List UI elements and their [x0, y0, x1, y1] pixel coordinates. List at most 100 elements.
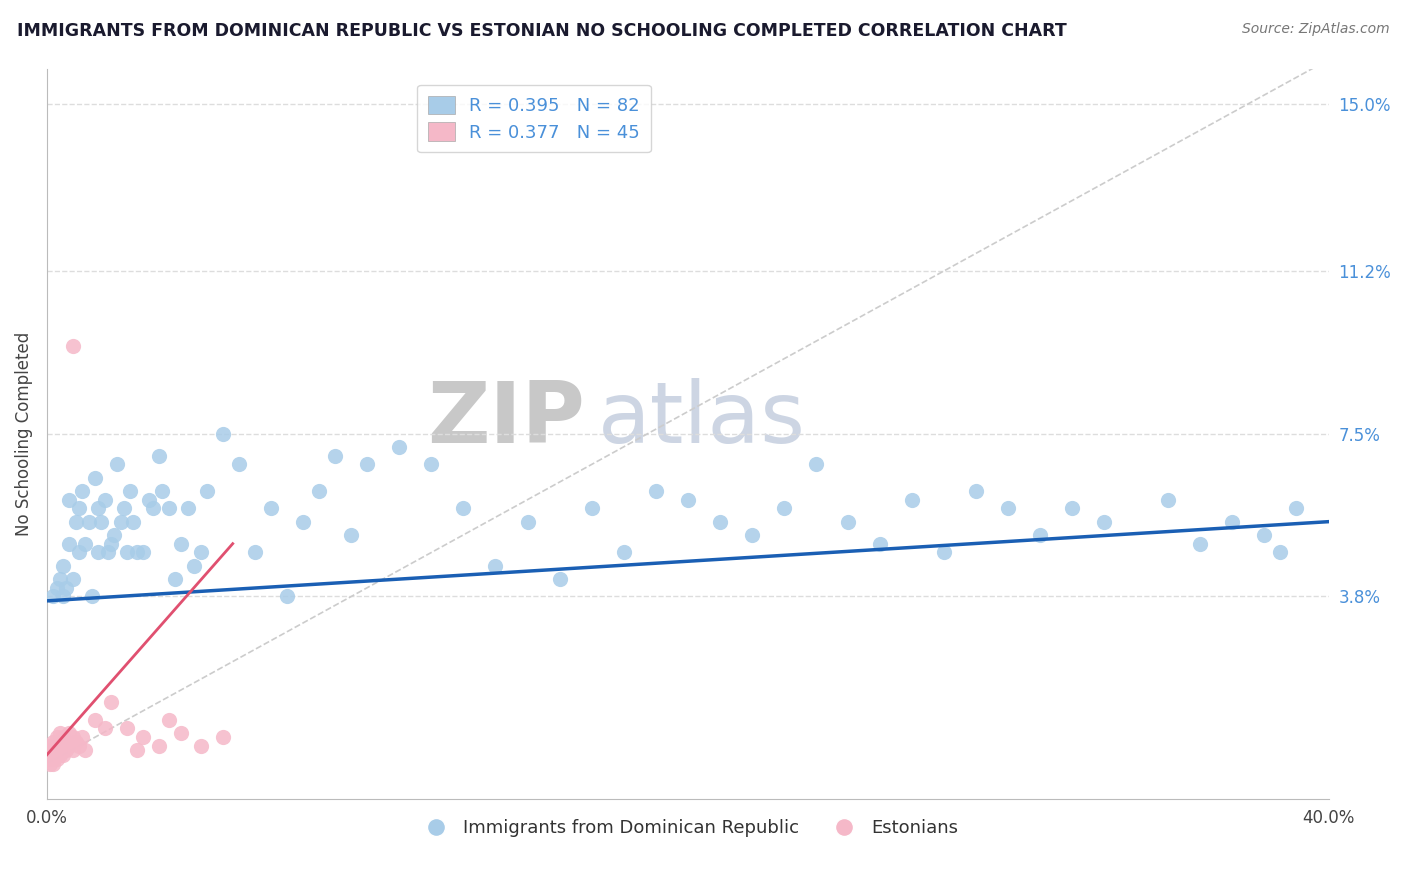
Point — [55, 743, 77, 757]
Point — [62, 743, 84, 757]
Point — [356, 458, 378, 472]
Point — [80, 590, 103, 604]
Point — [1222, 515, 1244, 529]
Point — [48, 747, 70, 762]
Point — [1189, 536, 1212, 550]
Point — [35, 752, 58, 766]
Point — [42, 756, 65, 771]
Point — [1157, 492, 1180, 507]
Point — [45, 739, 67, 753]
Point — [613, 545, 636, 559]
Point — [1270, 545, 1292, 559]
Point — [48, 572, 70, 586]
Point — [997, 501, 1019, 516]
Point — [42, 590, 65, 604]
Point — [58, 492, 80, 507]
Point — [93, 492, 115, 507]
Point — [804, 458, 827, 472]
Point — [55, 581, 77, 595]
Point — [45, 743, 67, 757]
Point — [39, 752, 62, 766]
Point — [125, 545, 148, 559]
Point — [55, 734, 77, 748]
Point — [100, 695, 122, 709]
Point — [190, 545, 212, 559]
Point — [58, 536, 80, 550]
Point — [39, 743, 62, 757]
Point — [75, 743, 97, 757]
Point — [177, 501, 200, 516]
Point — [308, 483, 330, 498]
Point — [212, 426, 235, 441]
Point — [67, 501, 90, 516]
Point — [62, 572, 84, 586]
Point — [42, 743, 65, 757]
Point — [115, 722, 138, 736]
Point — [340, 528, 363, 542]
Point — [90, 515, 112, 529]
Point — [157, 713, 180, 727]
Point — [48, 734, 70, 748]
Point — [138, 492, 160, 507]
Point — [70, 731, 93, 745]
Point — [932, 545, 955, 559]
Point — [548, 572, 571, 586]
Point — [62, 339, 84, 353]
Point — [709, 515, 731, 529]
Point — [292, 515, 315, 529]
Point — [165, 572, 187, 586]
Point — [42, 734, 65, 748]
Point — [65, 515, 87, 529]
Point — [77, 515, 100, 529]
Point — [45, 752, 67, 766]
Point — [276, 590, 298, 604]
Point — [105, 458, 128, 472]
Point — [93, 722, 115, 736]
Point — [67, 739, 90, 753]
Point — [260, 501, 283, 516]
Point — [148, 739, 170, 753]
Point — [100, 536, 122, 550]
Point — [453, 501, 475, 516]
Point — [1062, 501, 1084, 516]
Point — [581, 501, 603, 516]
Point — [84, 713, 107, 727]
Point — [39, 747, 62, 762]
Point — [87, 501, 110, 516]
Point — [195, 483, 218, 498]
Point — [1092, 515, 1115, 529]
Point — [39, 739, 62, 753]
Point — [228, 458, 250, 472]
Point — [741, 528, 763, 542]
Point — [112, 501, 135, 516]
Point — [70, 483, 93, 498]
Point — [837, 515, 859, 529]
Point — [67, 545, 90, 559]
Point — [39, 756, 62, 771]
Point — [676, 492, 699, 507]
Point — [1029, 528, 1052, 542]
Point — [212, 731, 235, 745]
Point — [772, 501, 794, 516]
Point — [58, 739, 80, 753]
Point — [142, 501, 165, 516]
Point — [87, 545, 110, 559]
Y-axis label: No Schooling Completed: No Schooling Completed — [15, 332, 32, 536]
Point — [110, 515, 132, 529]
Point — [65, 734, 87, 748]
Point — [84, 471, 107, 485]
Point — [157, 501, 180, 516]
Point — [48, 743, 70, 757]
Point — [122, 515, 145, 529]
Point — [869, 536, 891, 550]
Text: atlas: atlas — [598, 377, 806, 460]
Point — [965, 483, 987, 498]
Point — [170, 726, 193, 740]
Point — [190, 739, 212, 753]
Point — [1253, 528, 1275, 542]
Point — [115, 545, 138, 559]
Point — [62, 731, 84, 745]
Point — [75, 536, 97, 550]
Text: Source: ZipAtlas.com: Source: ZipAtlas.com — [1241, 22, 1389, 37]
Point — [901, 492, 924, 507]
